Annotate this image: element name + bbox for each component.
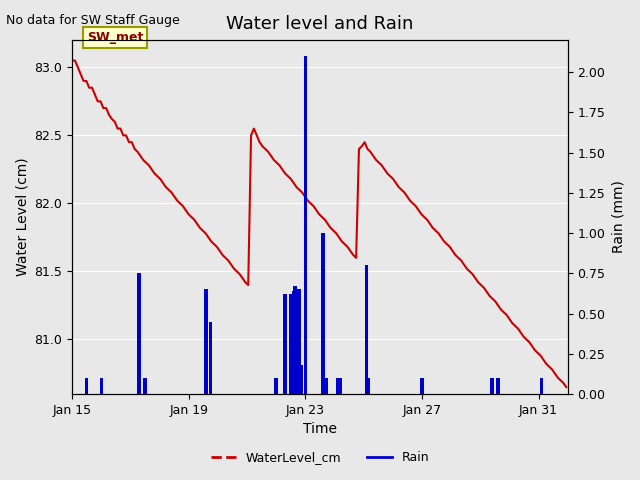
Bar: [209, 322, 212, 394]
Bar: [289, 294, 292, 394]
Title: Water level and Rain: Water level and Rain: [227, 15, 413, 33]
Bar: [284, 294, 287, 394]
Bar: [496, 378, 499, 394]
Bar: [365, 265, 369, 394]
Legend: WaterLevel_cm, Rain: WaterLevel_cm, Rain: [206, 446, 434, 469]
Bar: [366, 378, 370, 394]
Bar: [275, 378, 278, 394]
Bar: [335, 378, 339, 394]
Bar: [324, 378, 328, 394]
Bar: [298, 289, 301, 394]
Bar: [300, 365, 303, 394]
Bar: [490, 378, 493, 394]
X-axis label: Time: Time: [303, 422, 337, 436]
Bar: [420, 378, 424, 394]
Text: No data for SW Staff Gauge: No data for SW Staff Gauge: [6, 14, 180, 27]
Bar: [143, 378, 147, 394]
Bar: [293, 286, 297, 394]
Bar: [540, 378, 543, 394]
Bar: [292, 291, 296, 394]
Bar: [295, 289, 298, 394]
Y-axis label: Water Level (cm): Water Level (cm): [15, 158, 29, 276]
Bar: [296, 293, 300, 394]
Bar: [205, 289, 208, 394]
Bar: [138, 273, 141, 394]
Bar: [321, 233, 324, 394]
Text: SW_met: SW_met: [87, 31, 143, 44]
Y-axis label: Rain (mm): Rain (mm): [611, 180, 625, 253]
Bar: [339, 378, 342, 394]
Bar: [85, 378, 88, 394]
Bar: [303, 56, 307, 394]
Bar: [100, 378, 103, 394]
